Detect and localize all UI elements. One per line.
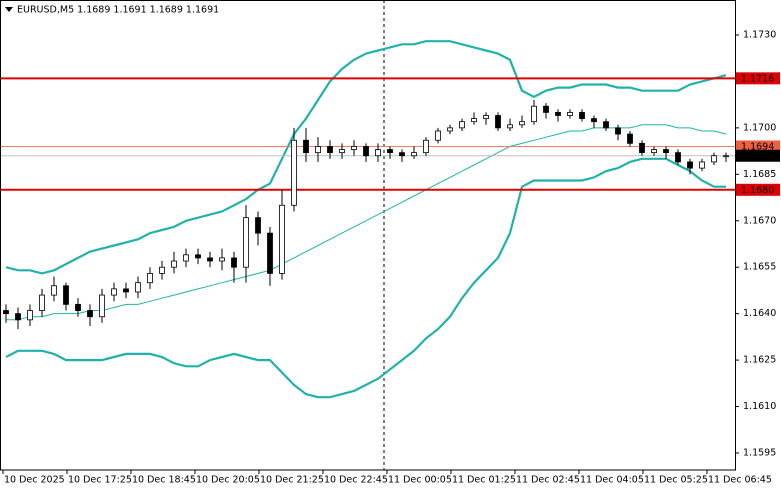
candle-body [531,105,537,123]
candle-body [723,155,729,158]
candle-body [123,288,129,293]
x-tick-label: 11 Dec 00:05 [388,475,452,486]
candle-body [471,118,477,123]
y-tick-label: 1.1670 [743,215,776,226]
candle-body [375,149,381,157]
candle-body [327,146,333,154]
candle-body [27,310,33,321]
candle-body [39,294,45,311]
x-tick-label: 11 Dec 01:25 [452,475,516,486]
candle-body [231,257,237,268]
candle-body [51,285,57,296]
candle-body [567,111,573,116]
candle-body [195,254,201,259]
chart-title: EURUSD,M5 1.1689 1.1691 1.1689 1.1691 [17,5,219,16]
candle-body [135,282,141,293]
y-tick-label: 1.1685 [743,169,776,180]
candle-body [459,121,465,129]
plot-area [0,40,735,399]
candle-body [147,272,153,284]
candle-body [675,152,681,163]
candle-body [387,149,393,154]
candle-body [399,152,405,157]
candle-body [279,204,285,274]
candle-body [15,313,21,321]
price-level-label: 1.1716 [741,73,774,84]
candle-body [447,127,453,132]
candle-body [483,115,489,119]
candle-body [495,115,501,129]
candle-body [99,294,105,318]
candle-body [507,124,513,129]
price-level-label: 1.1680 [741,185,774,196]
price-level-label: 1.1691 [741,151,774,162]
candle-body [219,257,225,262]
candle-body [651,149,657,154]
price-level-tag [736,183,780,196]
candle-body [291,139,297,206]
x-tick-label: 11 Dec 05:25 [644,475,708,486]
menu-triangle[interactable] [5,7,13,12]
candle-body [111,288,117,296]
x-tick-label: 10 Dec 22:45 [324,475,388,486]
candle-body [663,149,669,154]
x-tick-label: 10 Dec 17:25 [68,475,132,486]
x-tick-label: 10 Dec 21:25 [260,475,324,486]
y-tick-label: 1.1700 [743,122,776,133]
candle-body [687,161,693,169]
candle-body [63,285,69,305]
candle-body [543,105,549,113]
y-tick-label: 1.1625 [743,355,776,366]
candle-body [171,260,177,268]
x-tick-label: 11 Dec 02:45 [516,475,580,486]
y-tick-label: 1.1640 [743,308,776,319]
y-tick-label: 1.1595 [743,447,776,458]
price-level-tag [736,140,780,153]
candle-body [303,139,309,154]
candle-body [159,266,165,274]
candle-body [87,310,93,318]
candle-body [639,142,645,154]
candle-body [423,139,429,154]
candle-body [3,310,9,315]
x-tick-label: 11 Dec 04:05 [580,475,644,486]
plot-border [0,0,736,471]
candle-body [591,118,597,123]
candle-body [699,161,705,169]
candle-body [339,149,345,154]
price-level-tag [736,72,780,85]
y-tick-label: 1.1655 [743,262,776,273]
candle-body [351,146,357,150]
candle-body [255,217,261,234]
candle-body [579,111,585,119]
candle-body [207,257,213,262]
y-tick-label: 1.1610 [743,401,776,412]
candle-body [555,111,561,116]
candle-body [363,146,369,157]
candle-body [519,121,525,126]
price-level-tag [736,149,780,162]
band-line [5,40,727,275]
candle-body [615,127,621,135]
candle-body [315,146,321,154]
y-tick-label: 1.1730 [743,29,776,40]
x-tick-label: 10 Dec 18:45 [132,475,196,486]
candle-body [411,152,417,157]
candle-body [603,121,609,129]
candle-body [711,155,717,163]
candle-body [75,303,81,311]
x-tick-label: 10 Dec 2025 [4,475,65,486]
candle-body [627,133,633,144]
candle-body [267,232,273,274]
x-tick-label: 11 Dec 06:45 [708,475,772,486]
band-line [5,157,726,399]
x-tick-label: 10 Dec 20:05 [196,475,260,486]
candle-body [183,254,189,262]
price-level-label: 1.1694 [741,141,774,152]
candle-body [243,217,249,268]
candle-body [435,130,441,141]
